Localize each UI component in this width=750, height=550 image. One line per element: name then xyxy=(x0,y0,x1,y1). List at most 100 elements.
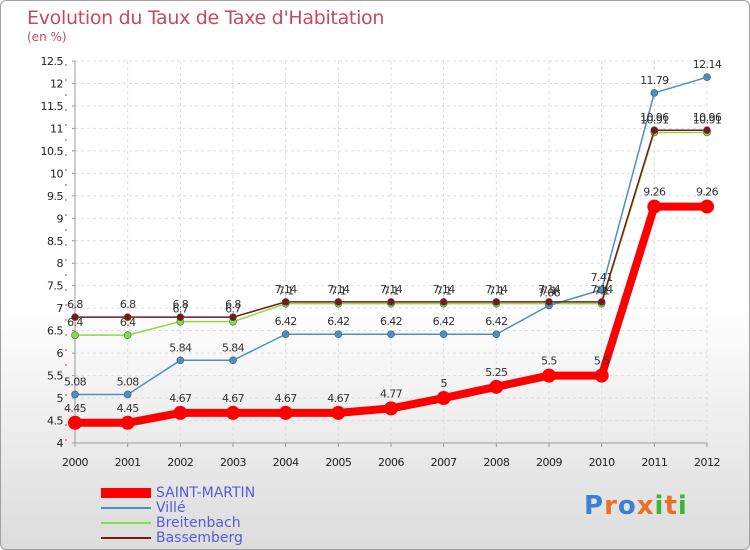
data-label-2: 7.1 xyxy=(594,285,610,298)
data-label-2: 6.7 xyxy=(225,303,241,316)
data-label-1: 6.42 xyxy=(327,315,349,328)
data-label-2: 7.1 xyxy=(330,285,346,298)
data-label-1: 7.06 xyxy=(538,286,561,299)
data-label-1: 6.42 xyxy=(485,315,507,328)
data-point-0 xyxy=(226,405,240,420)
chart-title: Evolution du Taux de Taxe d'Habitation xyxy=(27,7,385,29)
data-label-1: 7.41 xyxy=(591,271,613,284)
x-tick-label: 2000 xyxy=(62,456,88,469)
legend-swatch-2 xyxy=(101,522,151,524)
data-label-1: 12.14 xyxy=(693,58,722,71)
data-point-1 xyxy=(229,356,237,365)
data-label-2: 6.4 xyxy=(120,316,136,329)
data-point-1 xyxy=(281,330,290,339)
data-label-0: 4.67 xyxy=(222,392,245,405)
data-label-0: 5.5 xyxy=(594,355,610,368)
legend-swatch-0 xyxy=(101,488,151,498)
data-label-3: 7.14 xyxy=(327,283,350,296)
data-point-0 xyxy=(594,368,609,383)
data-point-3 xyxy=(545,298,553,306)
data-point-3 xyxy=(176,313,185,321)
data-label-2: 10.91 xyxy=(693,113,722,126)
data-label-0: 4.67 xyxy=(275,392,298,405)
series xyxy=(68,73,714,430)
data-point-0 xyxy=(542,368,556,383)
data-label-1: 11.79 xyxy=(640,74,669,87)
y-tick-label: 11 xyxy=(50,122,63,135)
proxiti-logo: Proxiti xyxy=(584,491,688,521)
legend-label-2: Breitenbach xyxy=(156,515,241,531)
data-label-3: 7.14 xyxy=(275,283,298,296)
data-point-0 xyxy=(436,391,451,406)
data-labels: 6.4 6.46.7 6.77.1 7.1 7.1 7.1 7.1 7.1 7.110.91 10… xyxy=(64,58,722,415)
logo-letter: P xyxy=(584,491,605,521)
data-point-0 xyxy=(331,405,346,420)
data-point-0 xyxy=(647,199,662,214)
data-label-0: 5.5 xyxy=(541,355,557,368)
data-label-0: 4.67 xyxy=(169,392,192,405)
y-tick-label: 6 xyxy=(57,347,64,360)
logo-letter: t xyxy=(664,491,678,521)
data-point-0 xyxy=(700,199,714,214)
data-point-3 xyxy=(123,313,132,321)
data-label-1: 6.42 xyxy=(433,315,455,328)
y-tick-label: 8 xyxy=(57,257,64,270)
data-label-3: 6.8 xyxy=(67,298,83,311)
x-tick-label: 2003 xyxy=(220,456,246,469)
x-tick-label: 2009 xyxy=(536,456,562,469)
y-tick-label: 7.5 xyxy=(47,280,63,293)
data-point-3 xyxy=(439,298,448,306)
data-label-1: 5.84 xyxy=(169,341,192,354)
legend-label-1: Villé xyxy=(156,500,186,516)
data-point-1 xyxy=(492,330,501,339)
data-label-1: 6.42 xyxy=(380,315,402,328)
data-label-3: 6.8 xyxy=(172,298,188,311)
x-tick-label: 2004 xyxy=(273,456,299,469)
logo-letter: o xyxy=(617,491,637,521)
data-label-0: 4.45 xyxy=(117,402,140,415)
data-point-1 xyxy=(387,330,395,339)
chart-subtitle: (en %) xyxy=(27,30,67,44)
data-label-3: 10.96 xyxy=(693,111,722,124)
y-tick-label: 5 xyxy=(57,392,64,405)
data-label-2: 7.1 xyxy=(278,285,294,298)
data-point-3 xyxy=(387,298,395,306)
x-tick-label: 2005 xyxy=(325,456,351,469)
x-tick-label: 2008 xyxy=(483,456,509,469)
data-point-0 xyxy=(68,415,82,430)
data-point-3 xyxy=(71,313,79,321)
data-label-0: 9.26 xyxy=(643,186,666,199)
data-label-0: 9.26 xyxy=(696,186,719,199)
data-label-2: 6.4 xyxy=(67,316,83,329)
data-label-3: 10.96 xyxy=(640,111,669,124)
data-label-2: 7.1 xyxy=(488,285,504,298)
x-tick-label: 2012 xyxy=(694,456,720,469)
data-label-1: 6.42 xyxy=(275,315,297,328)
logo-letter: i xyxy=(654,491,665,521)
data-label-3: 6.8 xyxy=(225,298,241,311)
y-tick-label: 9 xyxy=(57,212,64,225)
y-tick-label: 12 xyxy=(50,77,63,90)
data-label-1: 5.84 xyxy=(222,341,245,354)
data-label-1: 5.08 xyxy=(64,375,87,388)
x-tick-label: 2006 xyxy=(378,456,404,469)
data-label-3: 7.14 xyxy=(485,283,508,296)
data-point-2 xyxy=(71,331,79,339)
legend-swatch-1 xyxy=(101,507,151,509)
data-point-0 xyxy=(278,405,293,420)
data-label-0: 4.67 xyxy=(327,392,350,405)
x-tick-label: 2007 xyxy=(431,456,457,469)
data-label-3: 7.14 xyxy=(591,283,614,296)
data-point-2 xyxy=(123,331,132,339)
data-label-2: 7.1 xyxy=(436,285,452,298)
y-tick-label: 8.5 xyxy=(47,235,63,248)
data-label-2: 6.7 xyxy=(172,303,188,316)
data-label-3: 7.14 xyxy=(538,283,561,296)
y-tick-label: 4.5 xyxy=(47,415,63,428)
data-point-1 xyxy=(334,330,343,339)
data-point-3 xyxy=(650,126,659,135)
logo-letter: r xyxy=(604,491,618,521)
y-tick-label: 11.5 xyxy=(41,100,64,113)
